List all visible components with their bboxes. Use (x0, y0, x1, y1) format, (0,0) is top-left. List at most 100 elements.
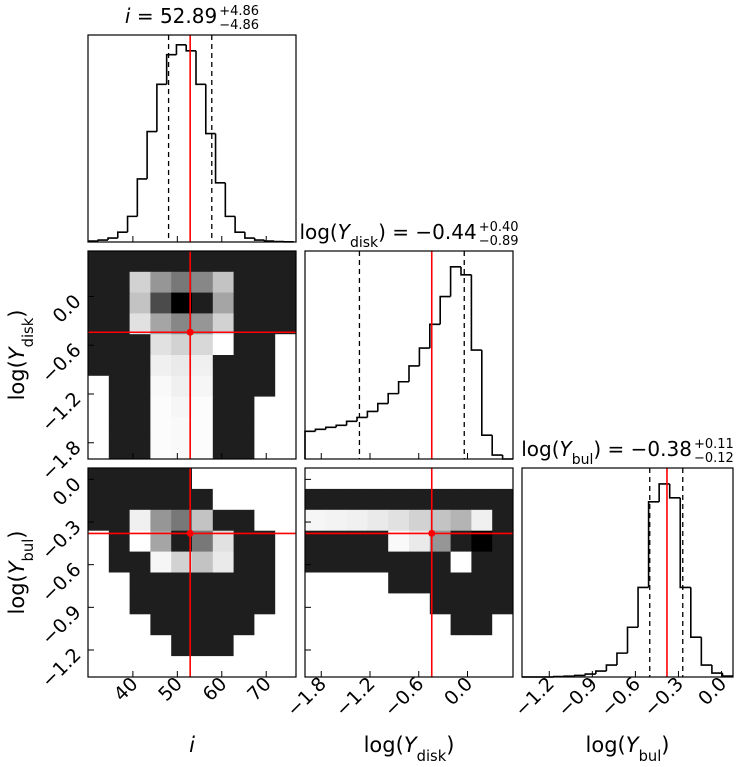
density-cell (129, 438, 151, 460)
density-cell (129, 396, 151, 418)
density-cell (346, 509, 368, 532)
density-cell (171, 551, 193, 573)
density-cell (325, 593, 347, 615)
density-cell (88, 334, 110, 356)
hist-bin (126, 215, 138, 233)
density-cell (192, 551, 214, 573)
density-cell (492, 614, 514, 636)
label-part: Y (5, 345, 29, 360)
density-cell (450, 530, 472, 552)
density-cell (367, 614, 389, 636)
density-cell (471, 468, 493, 490)
density-cell (275, 375, 297, 397)
label-part: log( (364, 733, 404, 757)
hist-bin (335, 424, 347, 428)
label-part: Y (404, 733, 419, 757)
density-cell (409, 551, 431, 573)
density-cell (212, 271, 234, 293)
density-cell (429, 530, 451, 552)
x-tick-label: −0.9 (554, 673, 602, 721)
density-cell (305, 572, 327, 594)
label-part: Y (560, 437, 574, 461)
hist-bin (325, 426, 337, 430)
density-cell (233, 271, 255, 293)
density-cell (429, 468, 451, 490)
density-panel: −1.2−0.9−0.6−0.30.040 50 60 70 (37, 467, 297, 706)
density-cell (150, 251, 172, 273)
density-cell (129, 656, 151, 678)
density-cell (346, 593, 368, 615)
density-cell (388, 530, 410, 552)
density-cell (212, 468, 234, 490)
density-cell (88, 292, 110, 314)
density-cell (305, 509, 327, 532)
density-cell (212, 292, 234, 314)
density-cell (88, 551, 110, 573)
density-cell (171, 572, 193, 594)
density-panel: −1.8−1.2−0.6 0.0 (283, 467, 514, 721)
density-cell (305, 635, 327, 657)
title-err-plus: +4.86 (219, 4, 259, 19)
density-cell (212, 334, 234, 356)
density-cell (192, 396, 214, 418)
density-cell (325, 509, 347, 532)
density-cell (429, 572, 451, 594)
density-cell (275, 334, 297, 356)
hist-bin (690, 587, 702, 638)
density-cell (150, 509, 172, 532)
density-cell (150, 355, 172, 377)
density-cell (108, 551, 130, 573)
x-axis-label: log(Ybul) (586, 733, 670, 765)
density-cell (325, 468, 347, 490)
density-cell (305, 488, 327, 511)
density-cell (129, 572, 151, 594)
density-cell (409, 468, 431, 490)
y-tick-label: −0.9 (37, 601, 85, 649)
density-cell (492, 635, 514, 657)
density-cell (346, 656, 368, 678)
hist-bin (408, 365, 420, 382)
x-tick-label: −1.2 (511, 673, 559, 721)
density-cell (471, 635, 493, 657)
density-cell (254, 334, 276, 356)
density-cell (388, 488, 410, 511)
density-cell (212, 313, 234, 335)
density-cell (108, 313, 130, 335)
label-part: bul (572, 452, 594, 468)
hist-bin (314, 428, 326, 432)
y-tick-label: −1.8 (37, 437, 85, 485)
density-cell (129, 530, 151, 552)
density-cell (108, 468, 130, 490)
density-cell (88, 614, 110, 636)
density-cell (388, 593, 410, 615)
hist-bin (439, 295, 451, 325)
density-cell (171, 509, 193, 532)
density-cell (192, 438, 214, 460)
density-cell (492, 572, 514, 594)
density-cell (346, 614, 368, 636)
density-cell (212, 593, 234, 615)
density-cell (212, 656, 234, 678)
panel-frame (87, 34, 297, 243)
title-err-minus: −4.86 (219, 18, 259, 33)
x-tick-label: −0.6 (380, 673, 428, 721)
median-point (428, 529, 436, 537)
density-cell (129, 509, 151, 532)
title-err-minus: −0.89 (479, 234, 519, 249)
hist-bin (156, 83, 167, 132)
density-cell (150, 488, 172, 511)
x-tick-label: −1.8 (283, 673, 331, 721)
y-tick-label: −1.2 (37, 644, 85, 692)
label-part: log( (5, 360, 29, 400)
density-cell (212, 551, 234, 573)
y-tick-label: −0.6 (37, 559, 85, 607)
density-cell (254, 572, 276, 594)
density-cell (150, 313, 172, 335)
density-cell (233, 251, 255, 273)
density-cell (409, 572, 431, 594)
hist-bin (637, 586, 649, 628)
density-cell (325, 635, 347, 657)
density-cell (129, 635, 151, 657)
density-cell (212, 355, 234, 377)
label-part: log( (521, 437, 559, 461)
